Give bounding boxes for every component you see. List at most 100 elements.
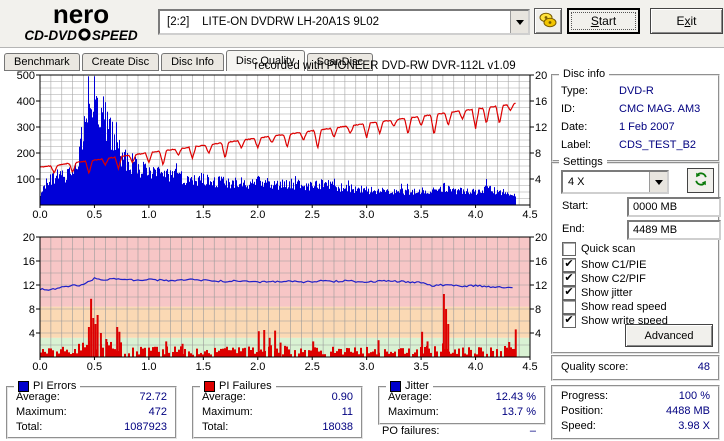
checkbox-show-read-speed[interactable]: Show read speed — [562, 299, 667, 314]
svg-text:3.5: 3.5 — [413, 209, 428, 221]
jitter-legend-icon — [390, 380, 401, 392]
disc-type-value: DVD-R — [619, 85, 654, 97]
scan-speed-select[interactable]: 4 X — [561, 170, 669, 194]
pi-failures-box: PI Failures Average: 0.90 Maximum: 11 Tota… — [192, 380, 363, 439]
svg-text:0.0: 0.0 — [32, 209, 47, 221]
checkbox-show-write-speed[interactable]: Show write speed — [562, 313, 668, 328]
tab-create-disc[interactable]: Create Disc — [81, 53, 160, 71]
po-failures-row: PO failures: – — [382, 425, 536, 437]
svg-text:3.0: 3.0 — [359, 361, 374, 373]
svg-text:4.0: 4.0 — [468, 361, 483, 373]
svg-text:2.5: 2.5 — [305, 361, 320, 373]
drive-select[interactable]: [2:2] LITE-ON DVDRW LH-20A1S 9L02 — [158, 9, 530, 35]
svg-text:1.5: 1.5 — [196, 361, 211, 373]
svg-text:100: 100 — [17, 174, 35, 186]
app-logo: nero CD-DVD SPEED — [8, 1, 154, 44]
progress-row: Progress: 100 % — [561, 390, 710, 402]
svg-text:1.0: 1.0 — [141, 209, 156, 221]
settings-group: Settings 4 X Start: 0000 MB End: 4489 MB… — [551, 156, 721, 354]
disc-icon — [78, 28, 91, 44]
svg-text:4: 4 — [535, 174, 541, 186]
svg-text:3.0: 3.0 — [359, 209, 374, 221]
po-failures-label: PO failures: — [382, 425, 440, 437]
advanced-button[interactable]: Advanced — [625, 324, 713, 347]
checkbox-box[interactable] — [562, 257, 576, 272]
quality-score-label: Quality score: — [561, 361, 629, 373]
jitter-title: Jitter — [405, 380, 429, 392]
svg-text:12: 12 — [535, 280, 547, 292]
svg-text:1.0: 1.0 — [141, 361, 156, 373]
disc-label-row: Label: CDS_TEST_B2 — [553, 136, 718, 154]
pi-errors-legend-icon — [18, 380, 29, 392]
pie-average: 72.72 — [139, 391, 167, 403]
progress-box: Progress: 100 % Position: 4488 MB Speed: 3.… — [551, 385, 720, 440]
progress-value: 100 % — [678, 390, 710, 402]
chart-title: recorded with PIONEER DVD-RW DVR-112L v1… — [254, 60, 516, 72]
checkbox-box[interactable] — [562, 299, 576, 314]
svg-text:8: 8 — [535, 148, 541, 160]
svg-text:16: 16 — [23, 256, 35, 268]
pi-failures-legend-icon — [204, 380, 215, 392]
svg-text:2.5: 2.5 — [305, 209, 320, 221]
quality-score-box: Quality score: 48 — [551, 355, 720, 381]
disc-info-title: Disc info — [559, 68, 610, 80]
svg-text:4: 4 — [29, 328, 35, 340]
svg-text:0.0: 0.0 — [32, 361, 47, 373]
end-field[interactable]: 4489 MB — [627, 220, 721, 240]
tab-scandisc[interactable]: ScanDisc — [306, 53, 374, 71]
checkbox-box[interactable] — [562, 241, 576, 256]
quality-charts: 100 200 300 400 500 4 8 12 16 20 0.0 0.5 1.0 1.5 2.0 2.… — [17, 70, 548, 373]
end-label: End: — [562, 223, 585, 235]
disc-label-value: CDS_TEST_B2 — [619, 139, 697, 151]
refresh-button[interactable] — [687, 168, 714, 193]
po-failures-value: – — [529, 425, 536, 437]
chevron-down-icon[interactable] — [510, 11, 528, 33]
settings-title: Settings — [559, 156, 607, 168]
scan-speed-value: 4 X — [568, 176, 585, 188]
checkbox-box[interactable] — [562, 313, 576, 328]
svg-text:200: 200 — [17, 148, 35, 160]
tab-disc-info[interactable]: Disc Info — [161, 53, 224, 71]
checkbox-show-c2-pif[interactable]: Show C2/PIF — [562, 271, 646, 286]
svg-text:2.0: 2.0 — [250, 361, 265, 373]
checkbox-box[interactable] — [562, 271, 576, 286]
tab-bar: Benchmark Create Disc Disc Info Disc Qua… — [4, 50, 375, 71]
speed-row: Speed: 3.98 X — [561, 420, 710, 432]
disc-type-row: Type: DVD-R — [553, 82, 718, 100]
svg-text:1.5: 1.5 — [196, 209, 211, 221]
start-button[interactable]: Start — [567, 8, 640, 34]
svg-text:8: 8 — [29, 304, 35, 316]
logo-nero: nero — [52, 0, 110, 29]
jitter-maximum: 13.7 % — [501, 406, 536, 418]
drive-select-value: [2:2] LITE-ON DVDRW LH-20A1S 9L02 — [167, 16, 379, 28]
pif-average: 0.90 — [331, 391, 353, 403]
svg-text:2.0: 2.0 — [250, 209, 265, 221]
logo-product-left: CD-DVD — [24, 28, 77, 43]
pie-maximum: 472 — [148, 406, 167, 418]
tab-benchmark[interactable]: Benchmark — [4, 53, 80, 71]
chevron-down-icon[interactable] — [649, 172, 667, 192]
pif-maximum: 11 — [341, 406, 353, 418]
checkbox-show-c1-pie[interactable]: Show C1/PIE — [562, 257, 646, 272]
svg-text:16: 16 — [535, 256, 547, 268]
tab-disc-quality[interactable]: Disc Quality — [225, 50, 305, 71]
logo-product-right: SPEED — [91, 28, 138, 43]
position-row: Position: 4488 MB — [561, 405, 710, 417]
svg-text:8: 8 — [535, 304, 541, 316]
jitter-average: 12.43 % — [495, 391, 536, 403]
svg-text:20: 20 — [23, 232, 35, 244]
svg-text:20: 20 — [535, 70, 547, 82]
checkbox-box[interactable] — [562, 285, 576, 300]
checkbox-show-jitter[interactable]: Show jitter — [562, 285, 632, 300]
disc-info-group: Disc info Type: DVD-R ID: CMC MAG. AM3 Dat… — [551, 68, 720, 162]
jitter-box: Jitter Average: 12.43 % Maximum: 13.7 % — [378, 380, 546, 425]
exit-button[interactable]: Exit — [650, 8, 723, 34]
svg-text:400: 400 — [17, 96, 35, 108]
start-field[interactable]: 0000 MB — [627, 197, 721, 217]
checkbox-quick-scan[interactable]: Quick scan — [562, 241, 635, 256]
toolbar: nero CD-DVD SPEED [2:2] LITE-ON DVDRW LH… — [0, 0, 724, 48]
svg-text:0.5: 0.5 — [87, 209, 102, 221]
svg-text:500: 500 — [17, 70, 35, 82]
discs-button[interactable] — [534, 8, 562, 34]
disc-id-row: ID: CMC MAG. AM3 — [553, 100, 718, 118]
